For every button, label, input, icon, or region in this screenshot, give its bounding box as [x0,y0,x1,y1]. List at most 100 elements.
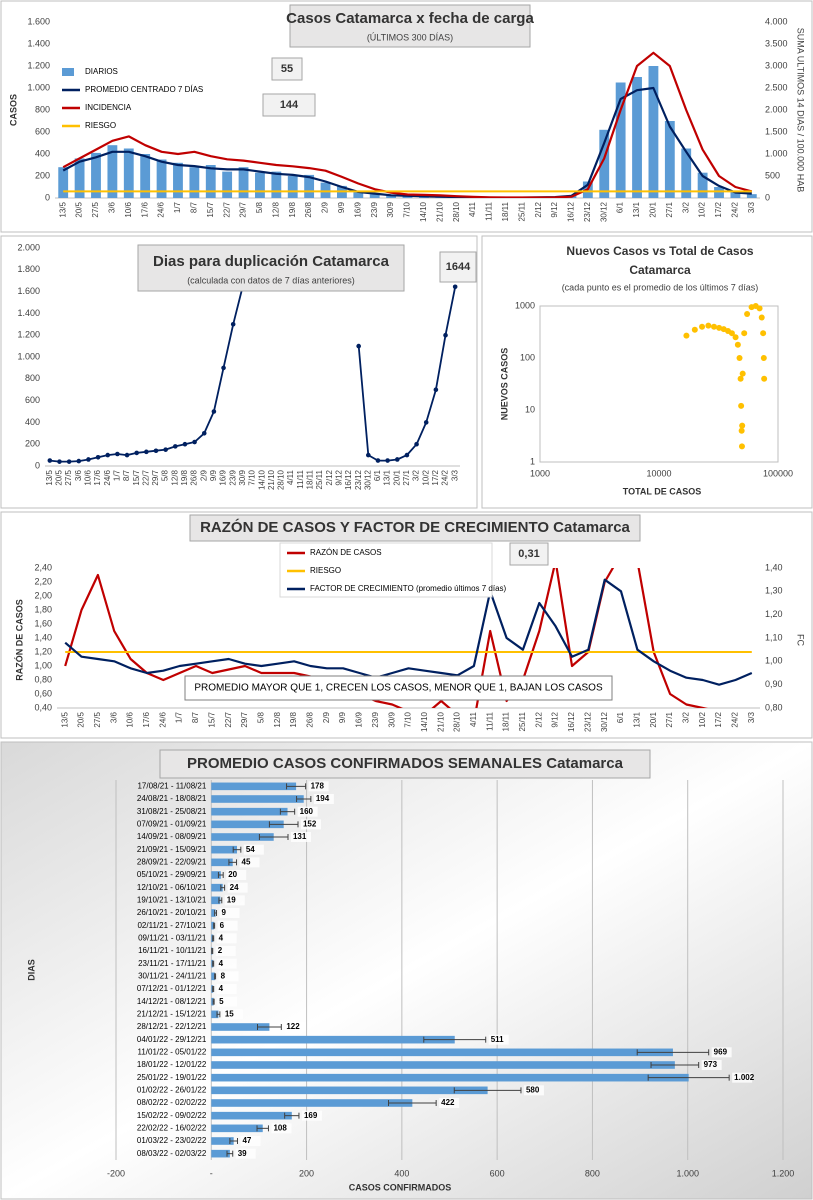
x-tick-label: 10/2 [698,201,707,217]
y-tick-label: 25/01/22 - 19/01/22 [137,1073,207,1082]
x-tick-label: 600 [490,1168,505,1178]
y-tick-label: 1,20 [34,646,52,656]
x-tick-label: 8/7 [189,201,198,213]
bar [402,196,413,198]
line [62,51,753,198]
x-tick-label: 9/9 [209,469,218,481]
bar [156,159,167,198]
y-tick-label: 0,40 [34,702,52,712]
y-axis-label: RAZÓN DE CASOS [13,599,24,681]
x-tick-label: 17/6 [142,711,151,727]
x-tick-label: 20/1 [649,201,658,217]
point [705,322,712,329]
x-tick-label: 23/9 [371,711,380,727]
bar [211,883,223,892]
legend-label: INCIDENCIA [85,103,132,112]
x-tick-label: 24/6 [103,469,112,485]
bar [353,191,364,198]
bar [205,165,216,198]
bar [211,1124,263,1133]
chart-title: Casos Catamarca x fecha de carga [286,10,534,27]
box [279,542,493,598]
value-label: 194 [316,794,330,803]
y-tick-label: 1,40 [34,632,52,642]
x-tick-label: 3/2 [412,469,421,481]
y-tick-label: 1.200 [27,60,50,70]
x-tick-label: 14/10 [419,201,428,222]
point [734,341,741,348]
x-tick-label: 27/5 [64,469,73,485]
x-tick-label: 26/8 [304,201,313,217]
bar [173,162,183,198]
x-tick-label: 23/12 [583,711,592,732]
bar [211,921,215,930]
x-tick-label: 30/12 [599,201,608,222]
point [375,458,381,463]
y-tick-label: 1.000 [765,148,788,158]
x-tick-label: 16/9 [353,201,362,217]
x-tick-label: 1/7 [112,469,121,481]
x-tick-label: 1000 [530,468,550,478]
value-label: 5 [219,997,224,1006]
value-label: 19 [227,895,236,904]
y-tick-label: 1.200 [17,330,40,340]
x-tick-label: 4/11 [468,201,477,217]
y-tick-label: 2,00 [34,590,52,600]
bar [58,167,69,198]
value-label: 131 [293,832,307,841]
legend-label: RIESGO [85,121,116,130]
point [404,452,410,458]
y-tick-label: 28/12/21 - 22/12/21 [137,1022,207,1031]
box [159,749,651,779]
point [711,323,718,330]
x-tick-label: 17/2 [714,201,723,217]
x-tick-label: 27/1 [665,201,674,217]
x-tick-label: 10/6 [124,201,133,217]
point [433,387,439,393]
y-tick-label: 1.600 [17,286,40,296]
x-tick-label: 21/10 [435,201,444,222]
value-label-bg [224,895,245,906]
line [62,86,752,198]
y-tick-label: 600 [35,126,50,136]
value-label-bg [300,819,321,830]
annotation: 0,31 [518,548,539,560]
x-tick-label: 21/10 [436,711,445,732]
x-tick-label: 19/8 [288,201,297,217]
value-label-bg [222,1009,243,1020]
y-tick-label: 21/12/21 - 15/12/21 [137,1009,207,1018]
x-tick-label: 9/9 [337,201,346,213]
x-tick-label: 23/12 [583,201,592,222]
y-tick-label: 16/11/21 - 10/11/21 [138,946,207,955]
y-tick-label: 1,00 [34,660,52,670]
bar [211,1010,219,1019]
x-tick-label: 3/3 [450,469,459,481]
line [64,568,709,708]
x-tick-label: 20/1 [649,711,658,727]
y-tick-label: 17/08/21 - 11/08/21 [137,781,206,790]
x-tick-label: 16/12 [567,201,576,222]
point [738,402,745,409]
value-label: 45 [242,857,251,866]
x-tick-label: 1.200 [772,1168,795,1178]
x-tick-label: 20/1 [392,469,401,485]
y-tick-label: 11/01/22 - 05/01/22 [137,1047,206,1056]
value-label-bg [216,984,237,994]
point [182,441,188,447]
x-tick-label: 13/5 [58,201,67,217]
value-label: 8 [221,971,226,980]
y-tick-label: 21/09/21 - 15/09/21 [137,845,207,854]
x-tick-label: 3/2 [682,711,691,723]
point [86,457,91,462]
y-tick-label: 1,40 [765,562,783,572]
y-tick-label: 1,20 [765,609,783,619]
chart-title: RAZÓN DE CASOS Y FACTOR DE CRECIMIENTO C… [200,518,630,536]
value-label: 973 [704,1060,718,1069]
x-tick-label: 16/12 [567,711,576,732]
x-tick-label: 3/6 [74,469,83,481]
x-tick-label: 10/2 [698,711,707,727]
box [271,57,303,81]
x-tick-label: 1/7 [175,711,184,723]
x-axis-label: CASOS CONFIRMADOS [349,1182,452,1192]
box [189,514,641,542]
